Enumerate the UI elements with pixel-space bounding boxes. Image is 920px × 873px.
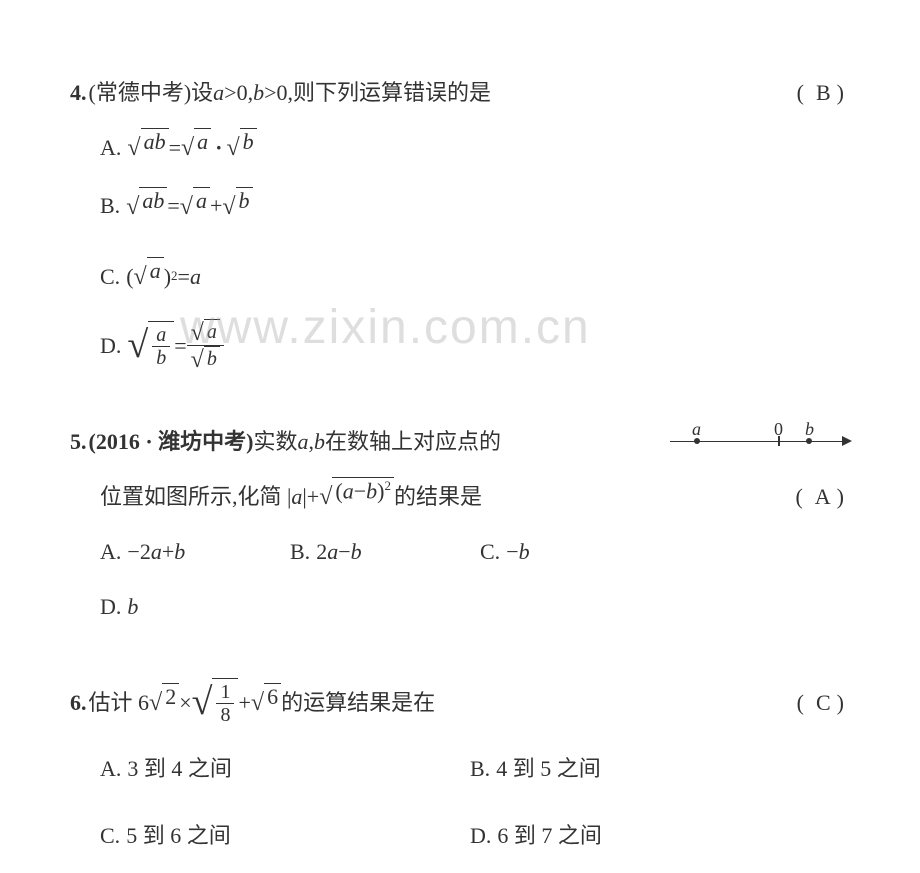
q4-stem-text-1: 设	[191, 75, 213, 110]
sqrt-ab2: √ab	[126, 187, 167, 225]
q5-optC-text: −b	[506, 534, 529, 569]
nl-label-b: b	[805, 415, 814, 444]
question-6: 6. 估计 6 √2 × √ 18 + √6 的运算结果是在 (C) A. 3 …	[70, 672, 850, 873]
frac-sqrt-ab: √a √b	[187, 319, 224, 373]
number-line: a 0 b	[670, 427, 850, 457]
q5-number: 5.	[70, 424, 87, 459]
q5-option-b: B. 2a−b	[290, 534, 440, 569]
q6-number: 6.	[70, 685, 87, 720]
var-a: a	[213, 75, 224, 110]
q4-stem-gt1: >0,	[224, 75, 253, 110]
q5-optD-text: b	[127, 589, 138, 624]
q4-option-c: C. (√a)2 = a	[100, 257, 420, 295]
var-b: b	[253, 75, 264, 110]
sqrt-amb-sq: √(a−b)2	[319, 477, 394, 515]
sqrt-1-8: √ 18	[192, 672, 239, 733]
sqrt-a: √a	[181, 128, 211, 166]
q6-stem-a: 估计 6	[89, 685, 150, 720]
q5-answer-paren: (A)	[795, 479, 850, 514]
q5-optD-label: D.	[100, 589, 121, 624]
sqrt-a2: √a	[180, 187, 210, 225]
question-5: 5. (2016 · 潍坊中考) 实数 a , b 在数轴上对应点的 a 0 b…	[70, 424, 850, 644]
q6-optA-label: A.	[100, 751, 121, 786]
sqrt-ab: √ab	[127, 128, 168, 166]
q6-optD-text: 6 到 7 之间	[497, 818, 602, 853]
eq: =	[167, 188, 179, 223]
q6-optD-label: D.	[470, 818, 491, 853]
q5-option-d: D. b	[100, 589, 250, 624]
q6-answer-paren: (C)	[797, 685, 850, 720]
q4-optC-label: C.	[100, 259, 120, 294]
q5-optC-label: C.	[480, 534, 500, 569]
var-b3: b	[314, 424, 325, 459]
q6-options-row2: C. 5 到 6 之间 D. 6 到 7 之间	[100, 818, 850, 873]
q4-answer: B	[810, 80, 837, 105]
nl-arrow-icon	[842, 436, 852, 446]
eq: =	[169, 130, 181, 165]
q4-optD-label: D.	[100, 328, 121, 363]
q6-option-d: D. 6 到 7 之间	[470, 818, 640, 853]
q4-optB-label: B.	[100, 188, 120, 223]
question-4: 4. (常德中考) 设 a >0, b >0,则下列运算错误的是 (B) A. …	[70, 75, 850, 396]
q6-optB-text: 4 到 5 之间	[496, 751, 601, 786]
q6-option-b: B. 4 到 5 之间	[470, 751, 640, 786]
q5-stem-line2: 位置如图所示,化简 | a |+ √(a−b)2 的结果是 (A)	[70, 477, 850, 515]
q6-stem-d: 的运算结果是在	[281, 685, 435, 720]
q5-stem-text-1: 实数	[254, 424, 298, 459]
q6-options-row1: A. 3 到 4 之间 B. 4 到 5 之间	[100, 751, 850, 806]
q6-optC-label: C.	[100, 818, 120, 853]
sqrt-frac-ab: √ ab	[127, 315, 174, 376]
q4-options-row2: C. (√a)2 = a D. √ ab = √a √b	[100, 257, 850, 396]
q4-source: (常德中考)	[89, 75, 192, 110]
sqrt-b2: √b	[222, 187, 252, 225]
q5-source: (2016 · 潍坊中考)	[89, 424, 254, 459]
q4-optA-label: A.	[100, 130, 121, 165]
q5-line2-a: 位置如图所示,化简 |	[100, 479, 291, 514]
q5-optA-label: A.	[100, 534, 121, 569]
q5-options: A. −2a+b B. 2a−b C. −b D. b	[100, 534, 850, 644]
nl-label-0: 0	[774, 415, 783, 444]
q5-line2-c: 的结果是	[394, 479, 482, 514]
q6-option-c: C. 5 到 6 之间	[100, 818, 440, 853]
q5-stem-text-2: 在数轴上对应点的	[325, 424, 501, 459]
q4-answer-paren: (B)	[797, 75, 850, 110]
q6-stem-line: 6. 估计 6 √2 × √ 18 + √6 的运算结果是在 (C)	[70, 672, 850, 733]
var-a3: a	[298, 424, 309, 459]
q6-optC-text: 5 到 6 之间	[126, 818, 231, 853]
q4-number: 4.	[70, 75, 87, 110]
q4-stem-text-2: >0,则下列运算错误的是	[264, 75, 491, 110]
q5-optB-text: 2a−b	[316, 534, 361, 569]
sqrt-b: √b	[227, 128, 257, 166]
q5-stem-line1: 5. (2016 · 潍坊中考) 实数 a , b 在数轴上对应点的 a 0 b	[70, 424, 850, 459]
q5-optB-label: B.	[290, 534, 310, 569]
q6-option-a: A. 3 到 4 之间	[100, 751, 440, 786]
q6-optA-text: 3 到 4 之间	[127, 751, 232, 786]
dot-icon: ·	[211, 130, 226, 165]
q6-stem-c: +	[238, 685, 250, 720]
sqrt-a3: √a	[134, 257, 164, 295]
plus: +	[210, 188, 222, 223]
q4-option-b: B. √ab = √a + √b	[100, 187, 420, 225]
q5-option-a: A. −2a+b	[100, 534, 250, 569]
q4-option-a: A. √ab = √a · √b	[100, 128, 420, 166]
sqrt-2: √2	[149, 683, 179, 721]
nl-label-a: a	[692, 415, 701, 444]
q5-answer: A	[809, 484, 837, 509]
q6-answer: C	[810, 690, 837, 715]
q5-option-c: C. −b	[480, 534, 630, 569]
q4-option-d: D. √ ab = √a √b	[100, 315, 420, 376]
sqrt-6: √6	[251, 683, 281, 721]
q5-optA-text: −2a+b	[127, 534, 185, 569]
q4-options-row1: A. √ab = √a · √b B. √ab = √a + √b	[100, 128, 850, 245]
q4-stem-line: 4. (常德中考) 设 a >0, b >0,则下列运算错误的是 (B)	[70, 75, 850, 110]
var-a4: a	[291, 479, 302, 514]
eq: =	[174, 328, 186, 363]
q6-optB-label: B.	[470, 751, 490, 786]
eq: =	[178, 259, 190, 294]
q6-stem-b: ×	[179, 685, 191, 720]
q5-line2-b: |+	[302, 479, 319, 514]
var-a2: a	[190, 259, 201, 294]
